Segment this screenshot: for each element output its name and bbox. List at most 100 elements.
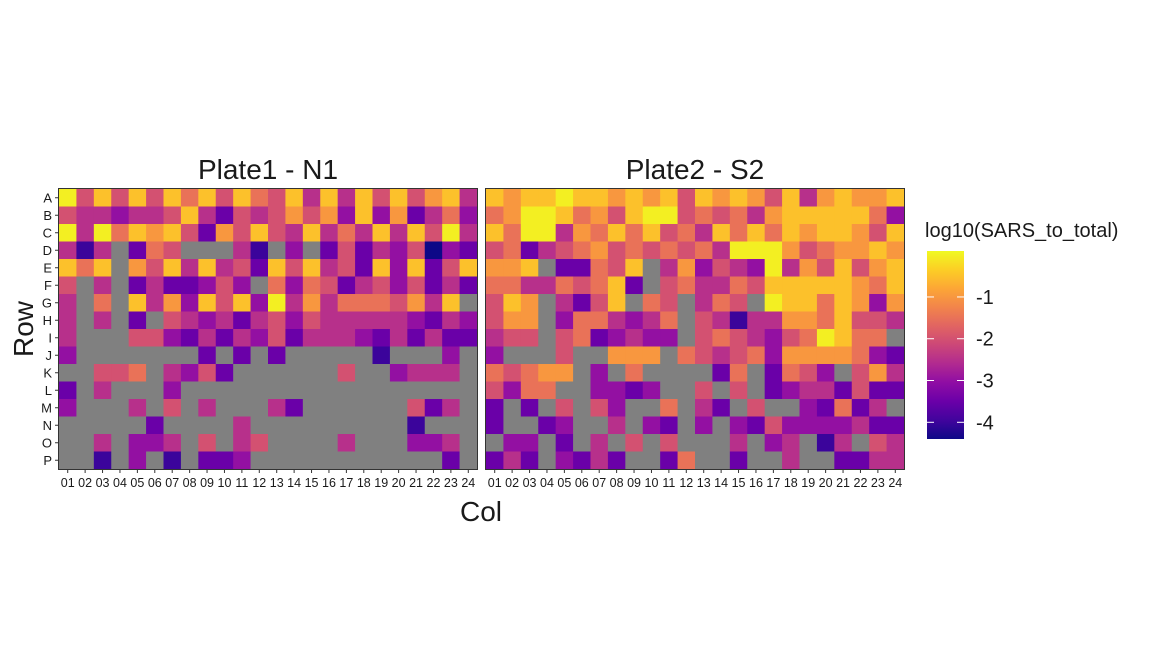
- heatmap-cell: [729, 416, 748, 435]
- heatmap-cell: [712, 451, 731, 470]
- heatmap-cell: [198, 294, 217, 312]
- heatmap-cell: [625, 346, 644, 365]
- heatmap-cell: [729, 224, 748, 242]
- heatmap-cell: [198, 364, 217, 382]
- heatmap-cell: [607, 416, 626, 435]
- heatmap-cell: [834, 364, 853, 382]
- heatmap-cell: [355, 259, 373, 277]
- heatmap-cell: [389, 451, 408, 470]
- heatmap-cell: [268, 399, 286, 417]
- heatmap-cell: [729, 206, 748, 225]
- heatmap-cell: [886, 434, 905, 452]
- heatmap-cell: [503, 276, 522, 295]
- heatmap-cell: [486, 189, 504, 207]
- heatmap-cell: [146, 416, 164, 435]
- heatmap-cell: [625, 259, 644, 277]
- y-tick-label: P: [43, 453, 52, 468]
- heatmap-cell: [337, 416, 356, 435]
- heatmap-cell: [782, 189, 800, 207]
- heatmap-cell: [128, 329, 147, 347]
- heatmap-cell: [320, 311, 339, 330]
- y-tick-label: J: [46, 348, 53, 363]
- heatmap-cell: [407, 241, 426, 260]
- heatmap-cell: [799, 451, 818, 470]
- heatmap-cell: [782, 294, 800, 312]
- heatmap-cell: [712, 241, 731, 260]
- heatmap-cell: [355, 364, 373, 382]
- x-tick-label: 09: [200, 476, 214, 490]
- heatmap-cell: [285, 294, 304, 312]
- heatmap-cell: [146, 224, 164, 242]
- heatmap-cell: [607, 311, 626, 330]
- panel-border: [485, 188, 905, 470]
- heatmap-cell: [459, 381, 478, 400]
- x-tick-label: 06: [575, 476, 589, 490]
- heatmap-cell: [747, 364, 766, 382]
- heatmap-cell: [215, 381, 234, 400]
- heatmap-cell: [729, 189, 748, 207]
- heatmap-cell: [407, 434, 426, 452]
- heatmap-cell: [163, 224, 182, 242]
- y-tick-label: N: [43, 418, 52, 433]
- heatmap-cell: [337, 189, 356, 207]
- heatmap-cell: [93, 259, 112, 277]
- heatmap-cell: [503, 451, 522, 470]
- heatmap-cell: [111, 451, 130, 470]
- heatmap-cell: [834, 276, 853, 295]
- y-tick-label: D: [43, 243, 52, 258]
- heatmap-cell: [538, 381, 557, 400]
- heatmap-cell: [93, 189, 112, 207]
- heatmap-cell: [695, 329, 713, 347]
- heatmap-cell: [355, 189, 373, 207]
- heatmap-cell: [782, 416, 800, 435]
- heatmap-cell: [250, 259, 269, 277]
- heatmap-cell: [59, 329, 77, 347]
- heatmap-cell: [215, 451, 234, 470]
- heatmap-cell: [573, 259, 591, 277]
- heatmap-cell: [555, 381, 574, 400]
- heatmap-cell: [764, 399, 783, 417]
- heatmap-cell: [729, 364, 748, 382]
- heatmap-cell: [407, 224, 426, 242]
- heatmap-cell: [268, 381, 286, 400]
- heatmap-cell: [163, 276, 182, 295]
- heatmap-cell: [459, 189, 478, 207]
- heatmap-cell: [355, 346, 373, 365]
- heatmap-cell: [782, 224, 800, 242]
- heatmap-cell: [869, 416, 887, 435]
- heatmap-cell: [782, 434, 800, 452]
- heatmap-cell: [799, 224, 818, 242]
- heatmap-cell: [834, 206, 853, 225]
- x-tick-label: 08: [610, 476, 624, 490]
- heatmap-cell: [163, 311, 182, 330]
- heatmap-cell: [163, 206, 182, 225]
- heatmap-cell: [320, 294, 339, 312]
- heatmap-cell: [503, 434, 522, 452]
- heatmap-cell: [886, 241, 905, 260]
- heatmap-cell: [128, 189, 147, 207]
- heatmap-cell: [851, 346, 870, 365]
- heatmap-cell: [590, 311, 609, 330]
- heatmap-cell: [111, 346, 130, 365]
- heatmap-cell: [424, 416, 443, 435]
- heatmap-cell: [486, 346, 504, 365]
- heatmap-cell: [285, 206, 304, 225]
- heatmap-cell: [503, 329, 522, 347]
- heatmap-cell: [337, 206, 356, 225]
- heatmap-cell: [677, 381, 696, 400]
- heatmap-cell: [642, 329, 661, 347]
- heatmap-cell: [695, 416, 713, 435]
- heatmap-cell: [869, 451, 887, 470]
- heatmap-cell: [520, 241, 539, 260]
- heatmap-cell: [372, 206, 391, 225]
- heatmap-cell: [146, 189, 164, 207]
- x-tick-label: 01: [488, 476, 502, 490]
- heatmap-cell: [128, 241, 147, 260]
- heatmap-cell: [285, 416, 304, 435]
- heatmap-cell: [389, 224, 408, 242]
- heatmap-cell: [198, 224, 217, 242]
- heatmap-cell: [660, 434, 678, 452]
- heatmap-cell: [459, 451, 478, 470]
- heatmap-cell: [660, 224, 678, 242]
- heatmap-cell: [93, 381, 112, 400]
